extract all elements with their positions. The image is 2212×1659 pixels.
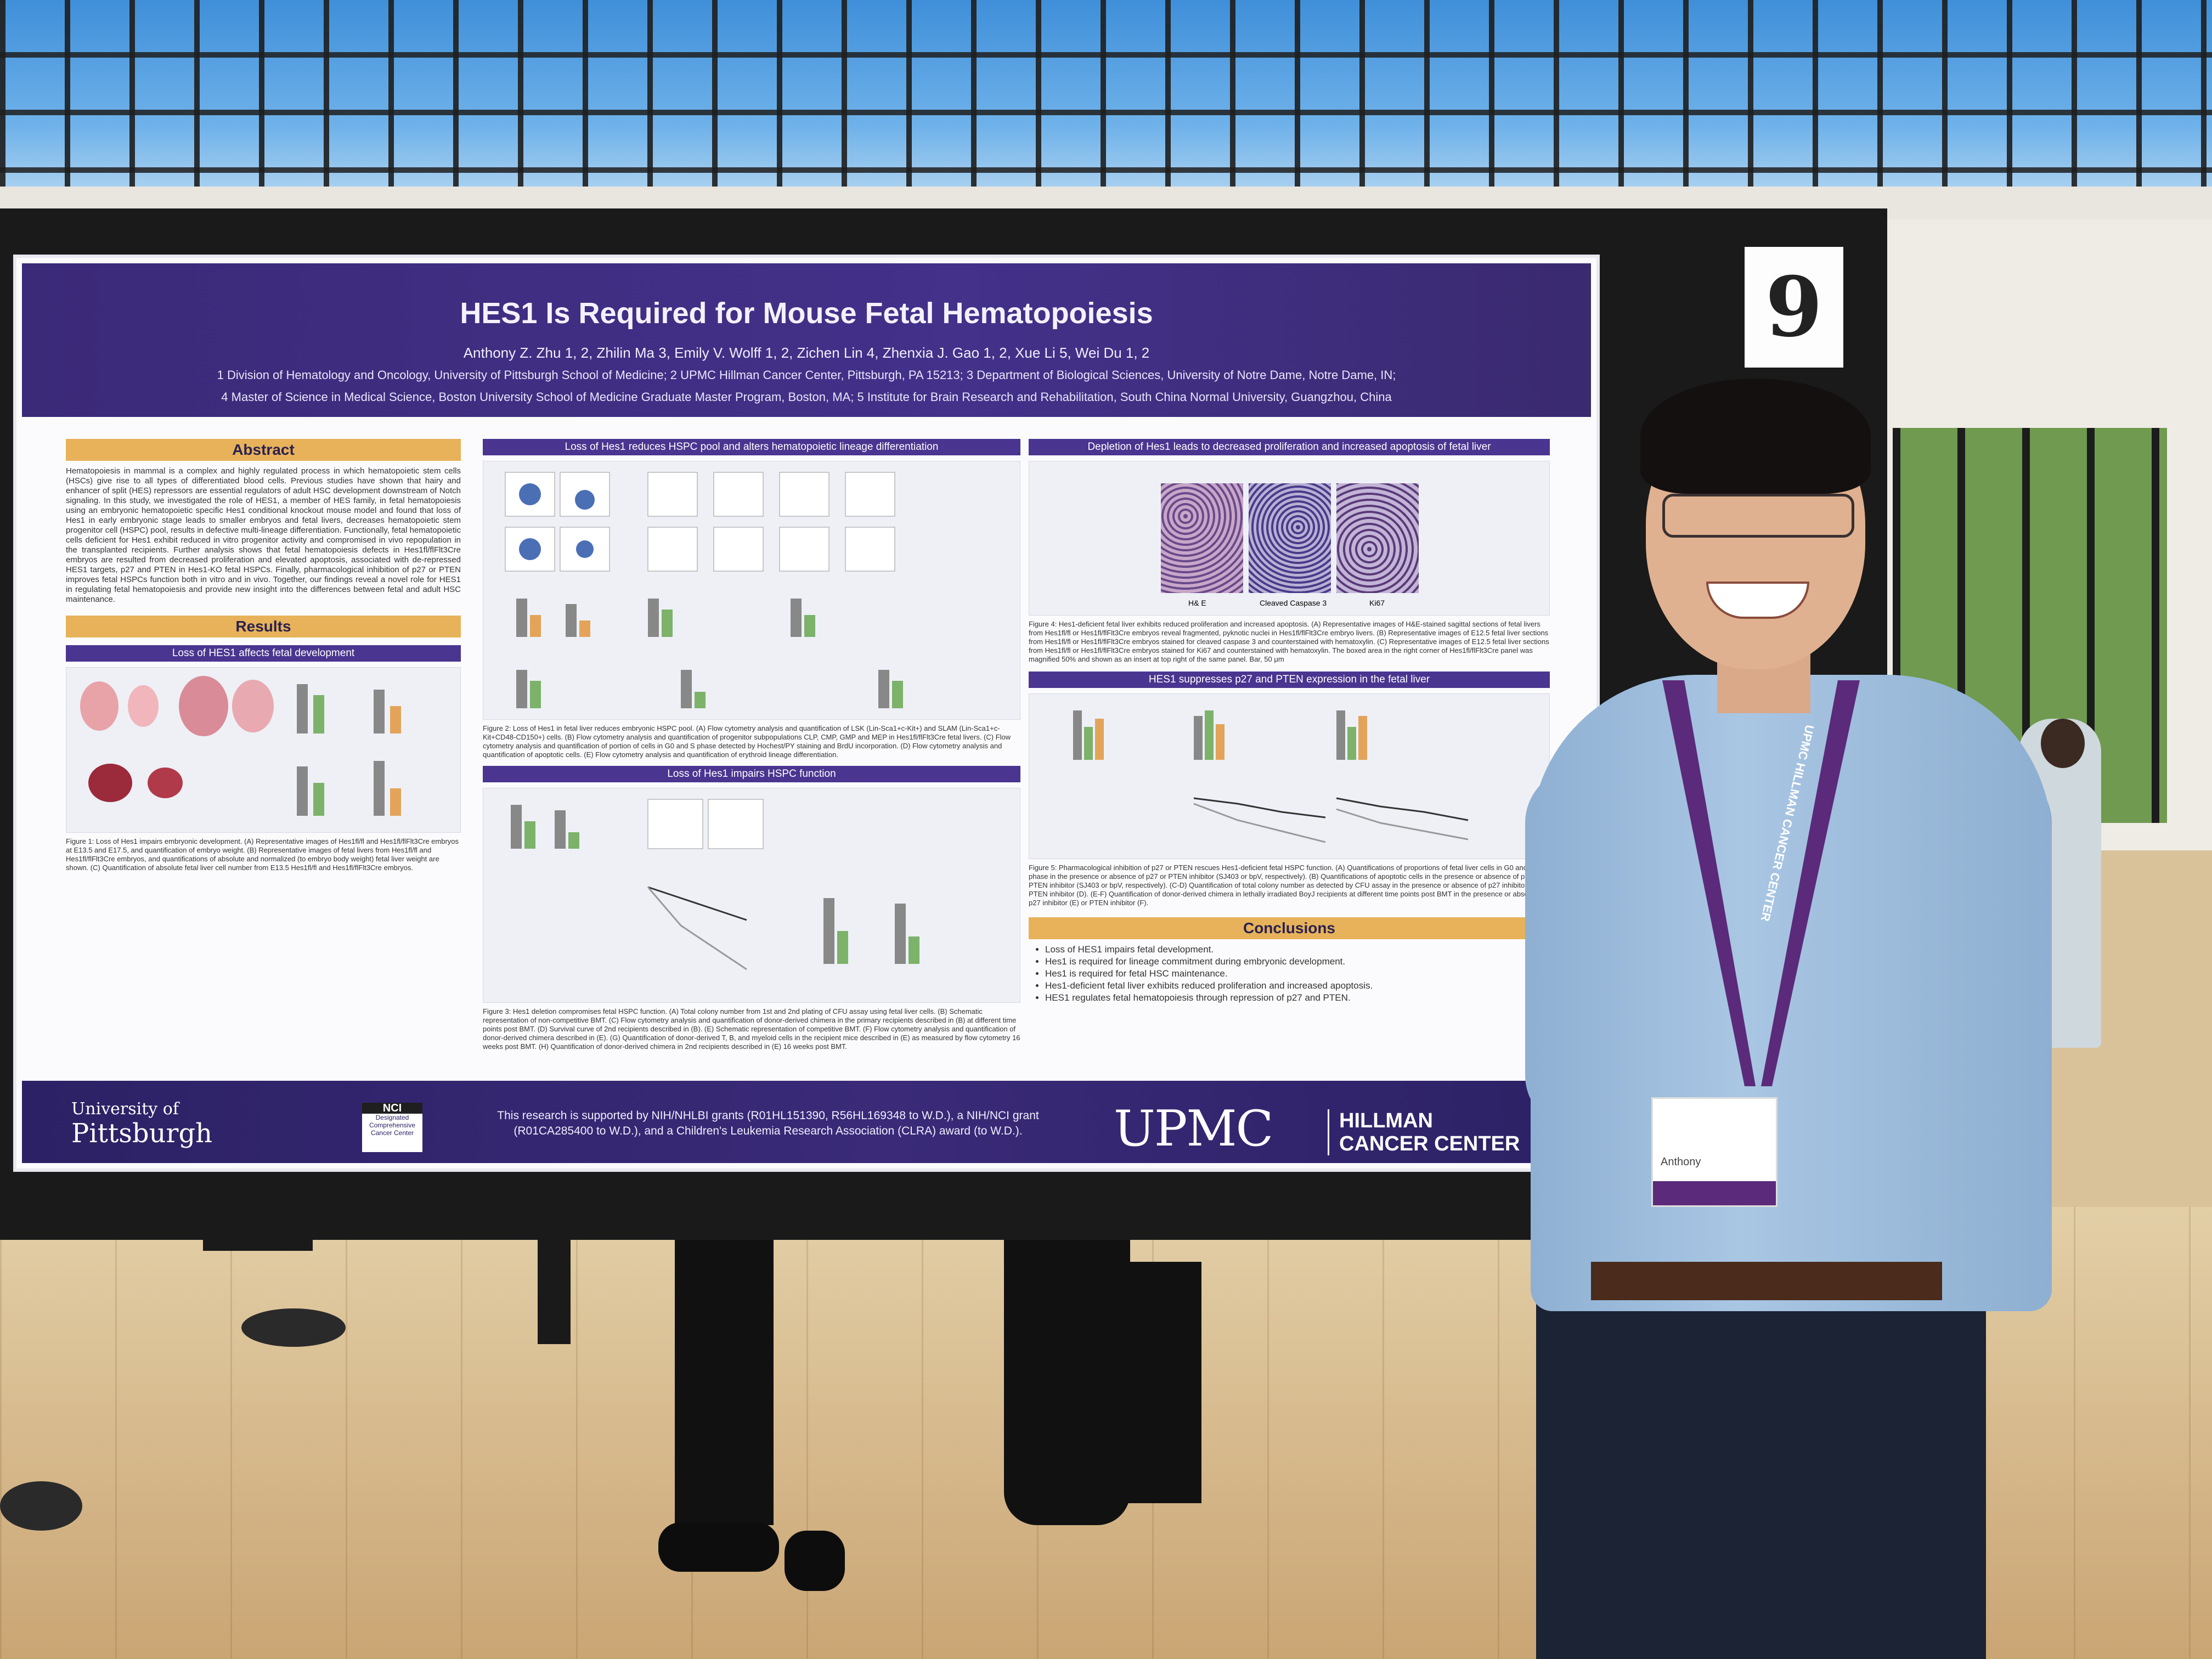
figure-5-graphic bbox=[1073, 710, 1469, 843]
university-line-2: Pittsburgh bbox=[71, 1118, 213, 1149]
shoe bbox=[658, 1522, 779, 1572]
hillman-logo: HILLMAN CANCER CENTER bbox=[1328, 1109, 1520, 1155]
fig4-caption: Figure 4: Hes1-deficient fetal liver exh… bbox=[1029, 620, 1549, 663]
histology-caspase bbox=[1249, 483, 1331, 593]
poster-affiliation-2: 4 Master of Science in Medical Science, … bbox=[221, 390, 1392, 404]
fig3-title: Loss of Hes1 impairs HSPC function bbox=[483, 766, 1020, 782]
lanyard: UPMC HILLMAN CANCER CENTER bbox=[1662, 680, 1860, 1086]
conclusions-list: Loss of HES1 impairs fetal development. … bbox=[1029, 944, 1550, 1004]
poster-column-left: Abstract Hematopoiesis in mammal is a co… bbox=[66, 439, 461, 872]
results-heading: Results bbox=[66, 616, 461, 637]
abstract-heading: Abstract bbox=[66, 439, 461, 461]
figure-3-graphic bbox=[511, 799, 919, 970]
figure-3 bbox=[483, 788, 1020, 1003]
poster-column-right: Depletion of Hes1 leads to decreased pro… bbox=[1029, 439, 1550, 1004]
floor-vent bbox=[0, 1481, 82, 1531]
funding-statement: This research is supported by NIH/NHLBI … bbox=[497, 1109, 1039, 1137]
histology-he bbox=[1161, 483, 1243, 593]
figure-1 bbox=[66, 667, 461, 833]
badge-color-bar bbox=[1653, 1181, 1776, 1205]
conclusion-item: Hes1 is required for lineage commitment … bbox=[1045, 956, 1550, 968]
floor-vent bbox=[241, 1308, 346, 1347]
nci-subtitle: Designated Comprehensive Cancer Center bbox=[369, 1114, 416, 1137]
fig4-label-he: H& E bbox=[1188, 599, 1206, 607]
histology-ki67 bbox=[1336, 483, 1419, 593]
research-poster: HES1 Is Required for Mouse Fetal Hematop… bbox=[16, 258, 1596, 1169]
figure-2 bbox=[483, 461, 1020, 720]
person-leg bbox=[675, 1240, 774, 1525]
badge-name: Anthony bbox=[1661, 1156, 1701, 1168]
presenter-smile bbox=[1706, 582, 1809, 619]
board-leg bbox=[203, 1234, 313, 1251]
upmc-logo: UPMC bbox=[1114, 1100, 1273, 1158]
board-number: 9 bbox=[1765, 259, 1823, 356]
board-leg bbox=[538, 1234, 571, 1344]
name-badge: Anthony bbox=[1651, 1097, 1778, 1207]
poster-header: HES1 Is Required for Mouse Fetal Hematop… bbox=[22, 263, 1591, 417]
poster-title: HES1 Is Required for Mouse Fetal Hematop… bbox=[460, 297, 1153, 330]
presenter-glasses bbox=[1662, 494, 1854, 538]
presenter-pants bbox=[1536, 1300, 1986, 1659]
fig5-caption: Figure 5: Pharmacological inhibition of … bbox=[1029, 864, 1548, 907]
person-leg bbox=[1119, 1262, 1201, 1503]
conclusion-item: Hes1 is required for fetal HSC maintenan… bbox=[1045, 968, 1550, 980]
fig1-caption: Figure 1: Loss of Hes1 impairs embryonic… bbox=[66, 837, 459, 872]
university-line-1: University of bbox=[71, 1099, 179, 1119]
conclusion-item: Loss of HES1 impairs fetal development. bbox=[1045, 944, 1550, 956]
hillman-line-2: CANCER CENTER bbox=[1339, 1132, 1520, 1155]
board-number-card: 9 bbox=[1745, 247, 1843, 368]
person-leg bbox=[1004, 1240, 1130, 1525]
figure-2-graphic bbox=[505, 472, 903, 708]
fig2-title: Loss of Hes1 reduces HSPC pool and alter… bbox=[483, 439, 1020, 455]
nci-badge: NCI Designated Comprehensive Cancer Cent… bbox=[362, 1103, 422, 1152]
fig3-caption: Figure 3: Hes1 deletion compromises feta… bbox=[483, 1007, 1020, 1051]
poster-authors: Anthony Z. Zhu 1, 2, Zhilin Ma 3, Emily … bbox=[463, 345, 1150, 361]
fig2-caption: Figure 2: Loss of Hes1 in fetal liver re… bbox=[483, 724, 1011, 759]
figure-1-graphic bbox=[80, 676, 401, 816]
conclusion-item: Hes1-deficient fetal liver exhibits redu… bbox=[1045, 980, 1550, 992]
shoe bbox=[785, 1531, 845, 1591]
presenter-belt bbox=[1591, 1262, 1942, 1300]
fig4-title: Depletion of Hes1 leads to decreased pro… bbox=[1029, 439, 1550, 455]
conclusion-item: HES1 regulates fetal hematopoiesis throu… bbox=[1045, 992, 1550, 1004]
figure-4: H& E Cleaved Caspase 3 Ki67 bbox=[1029, 461, 1550, 616]
university-logo: University of Pittsburgh bbox=[71, 1097, 213, 1149]
presenter-hair bbox=[1640, 379, 1871, 494]
conclusions-heading: Conclusions bbox=[1029, 917, 1550, 939]
background-person-head bbox=[2041, 719, 2085, 768]
figure-5 bbox=[1029, 693, 1550, 859]
fig1-title: Loss of HES1 affects fetal development bbox=[66, 645, 461, 662]
poster-affiliation-1: 1 Division of Hematology and Oncology, U… bbox=[217, 368, 1396, 382]
fig5-title: HES1 suppresses p27 and PTEN expression … bbox=[1029, 672, 1550, 688]
poster-footer: University of Pittsburgh NCI Designated … bbox=[22, 1081, 1591, 1163]
abstract-text: Hematopoiesis in mammal is a complex and… bbox=[66, 466, 461, 604]
fig4-label-ki67: Ki67 bbox=[1369, 599, 1385, 607]
nci-title: NCI bbox=[362, 1103, 422, 1114]
poster-column-middle: Loss of Hes1 reduces HSPC pool and alter… bbox=[483, 439, 1020, 1051]
hillman-line-1: HILLMAN bbox=[1339, 1109, 1433, 1132]
fig4-label-caspase: Cleaved Caspase 3 bbox=[1260, 599, 1327, 607]
